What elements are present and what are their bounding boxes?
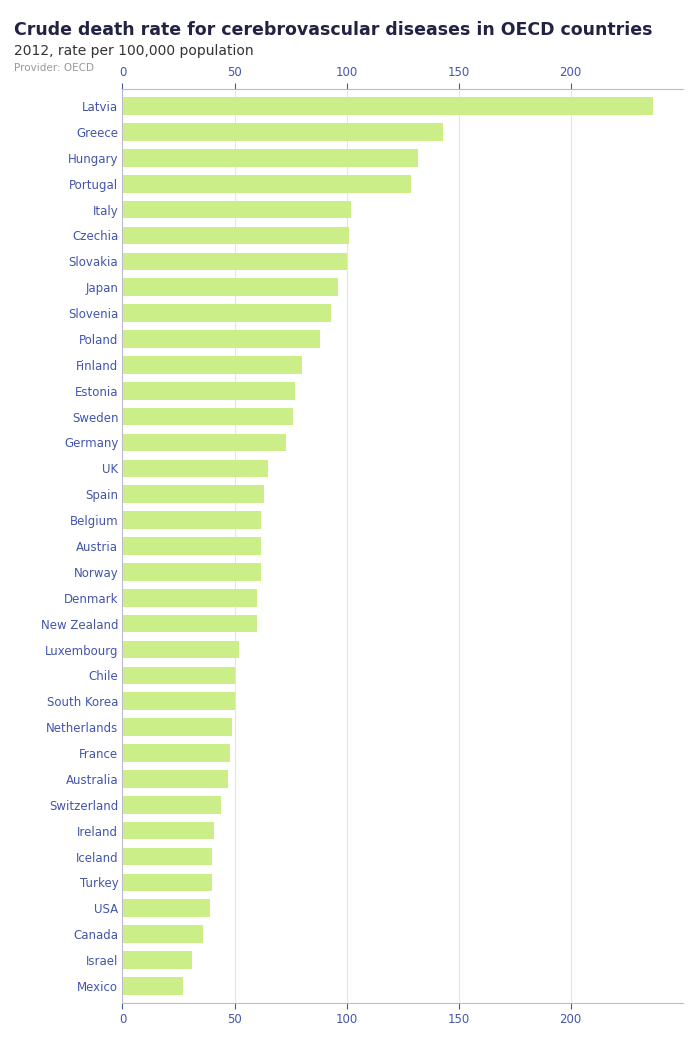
Bar bbox=[122, 253, 346, 270]
Bar bbox=[122, 640, 239, 658]
Bar bbox=[122, 900, 210, 917]
Bar bbox=[122, 201, 351, 218]
Bar bbox=[122, 304, 331, 322]
Bar bbox=[122, 692, 234, 710]
Text: Provider: OECD: Provider: OECD bbox=[14, 63, 94, 74]
Bar bbox=[122, 227, 349, 245]
Bar bbox=[122, 796, 221, 814]
Bar bbox=[122, 175, 412, 192]
Bar bbox=[122, 563, 261, 581]
Bar bbox=[122, 744, 230, 762]
Bar bbox=[122, 511, 261, 529]
Text: figure.nz: figure.nz bbox=[581, 13, 655, 27]
Bar bbox=[122, 874, 212, 891]
Bar bbox=[122, 149, 418, 167]
Bar bbox=[122, 847, 212, 865]
Bar bbox=[122, 98, 653, 114]
Bar bbox=[122, 978, 183, 994]
Bar bbox=[122, 951, 192, 969]
Bar bbox=[122, 434, 286, 452]
Bar bbox=[122, 667, 234, 685]
Bar bbox=[122, 123, 443, 141]
Bar bbox=[122, 538, 261, 554]
Bar bbox=[122, 460, 268, 477]
Text: Crude death rate for cerebrovascular diseases in OECD countries: Crude death rate for cerebrovascular dis… bbox=[14, 21, 652, 39]
Bar bbox=[122, 485, 264, 503]
Text: 2012, rate per 100,000 population: 2012, rate per 100,000 population bbox=[14, 44, 253, 58]
Bar bbox=[122, 925, 203, 943]
Bar bbox=[122, 278, 337, 296]
Bar bbox=[122, 615, 257, 632]
Bar bbox=[122, 330, 320, 348]
Bar bbox=[122, 382, 295, 400]
Bar bbox=[122, 407, 293, 425]
Bar bbox=[122, 589, 257, 607]
Bar bbox=[122, 718, 232, 736]
Bar bbox=[122, 356, 302, 374]
Bar bbox=[122, 822, 214, 839]
Bar bbox=[122, 770, 228, 788]
